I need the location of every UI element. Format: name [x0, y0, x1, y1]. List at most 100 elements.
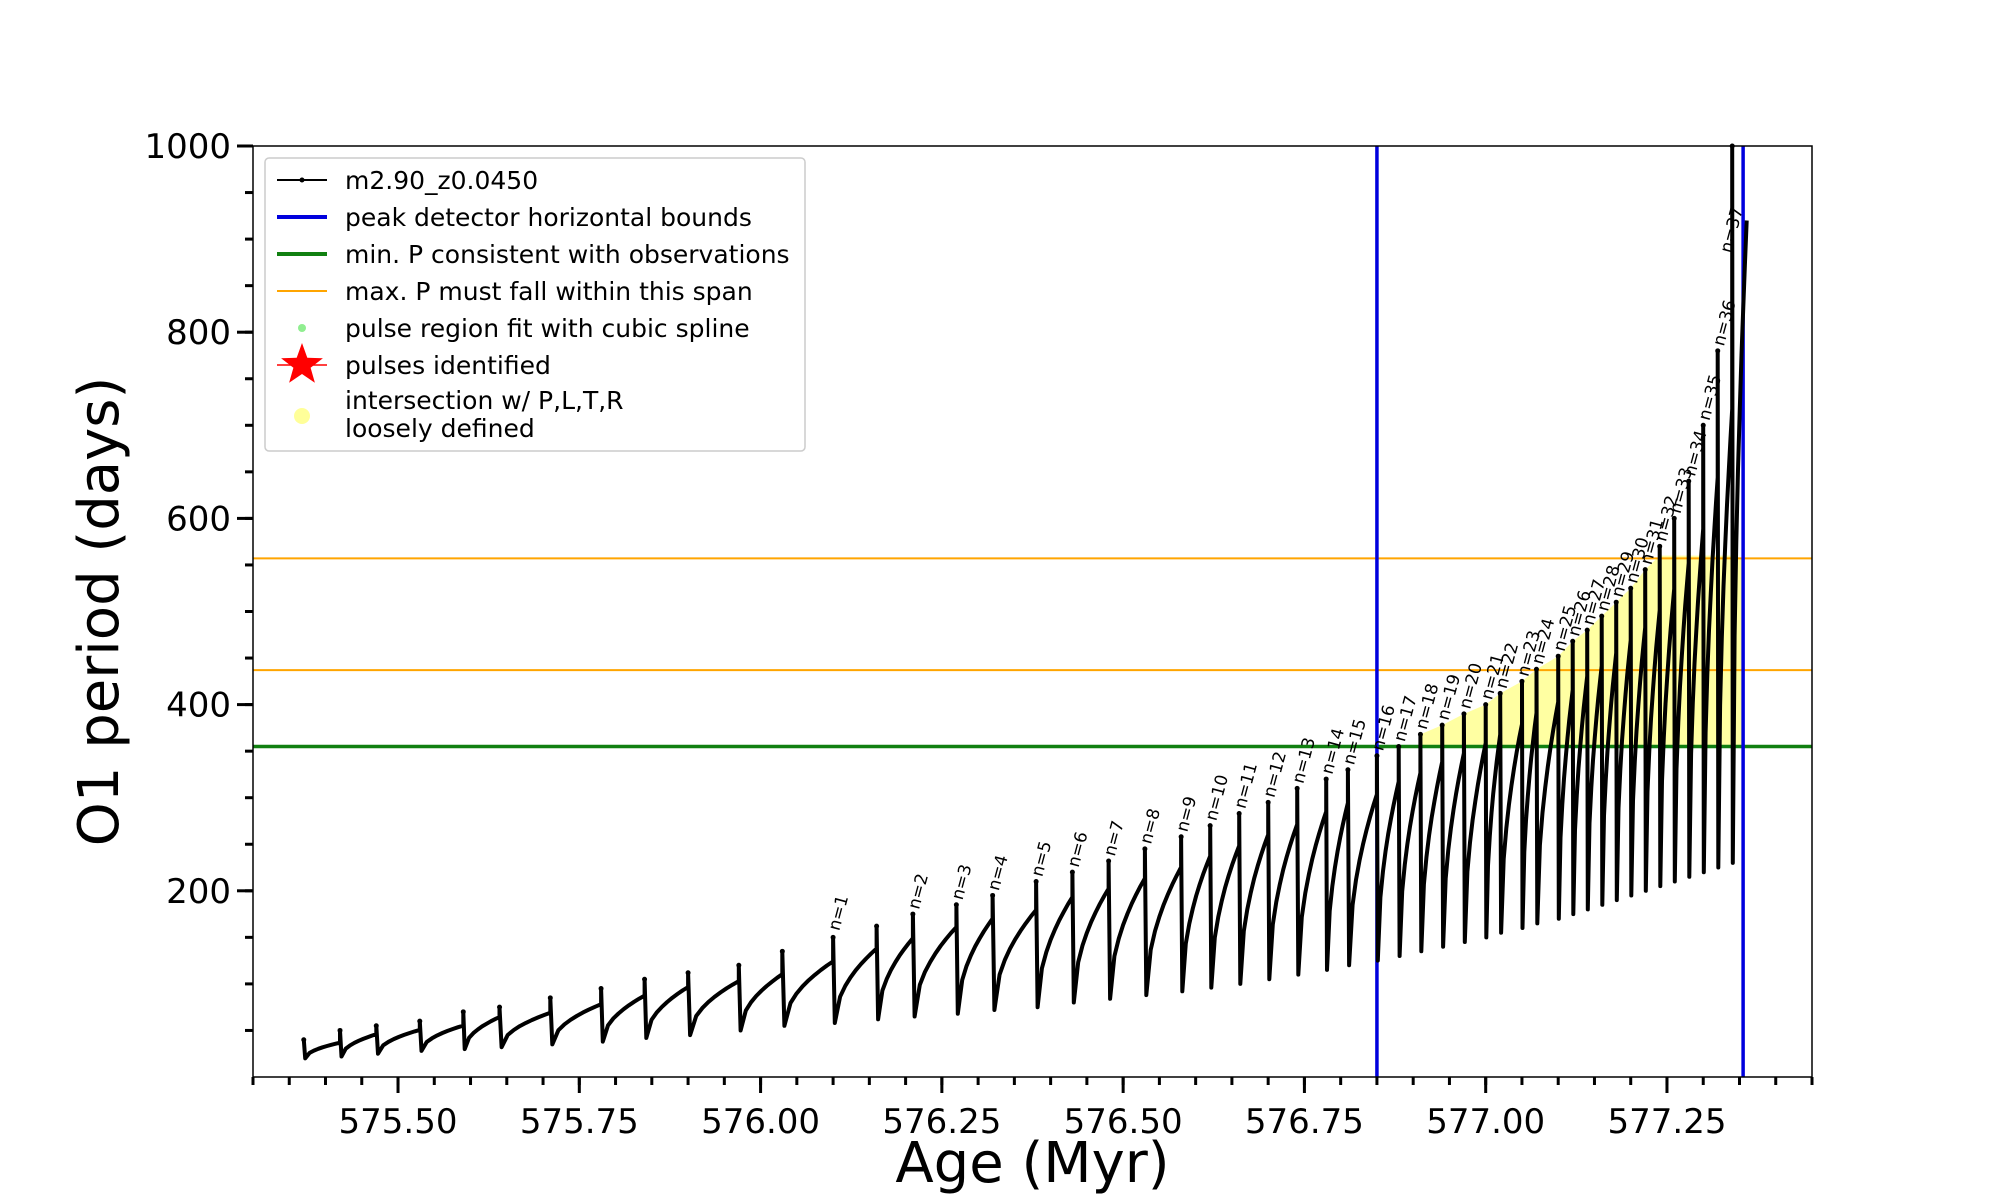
pulse-peak-point [598, 986, 604, 992]
pulse-peak-point [1686, 478, 1692, 484]
pulse-peak-point [1294, 785, 1300, 791]
pulse-peak-point [1533, 666, 1539, 672]
pulse-label: n=13 [1289, 735, 1320, 785]
pulse-peak-point [1106, 858, 1112, 864]
x-tick-label: 577.25 [1607, 1102, 1726, 1142]
y-tick-label: 400 [166, 686, 231, 726]
pulse-peak-point [1715, 348, 1721, 354]
pulse-peak-point [1461, 711, 1467, 717]
pulse-peak-point [1642, 567, 1648, 573]
pulse-peak-point [417, 1018, 423, 1024]
legend-label: pulses identified [345, 351, 551, 380]
pulse-peak-point [830, 934, 836, 940]
legend-label: pulse region fit with cubic spline [345, 314, 750, 343]
pulse-label: n=4 [984, 853, 1013, 893]
pulse-label: n=36 [1709, 298, 1740, 348]
y-tick-label: 1000 [144, 127, 231, 167]
pulse-peak-point [990, 892, 996, 898]
pulse-peak-point [497, 1004, 503, 1010]
pulse-label: n=11 [1231, 761, 1262, 811]
pulse-peak-point [1628, 585, 1634, 591]
x-tick-label: 576.50 [1064, 1102, 1183, 1142]
pulse-peak-point [874, 923, 880, 929]
legend-label: peak detector horizontal bounds [345, 203, 752, 232]
y-tick-label: 800 [166, 313, 231, 353]
pulse-peak-point [1207, 823, 1213, 829]
pulse-label: n=10 [1202, 773, 1233, 823]
pulse-label: n=15 [1339, 717, 1370, 767]
legend-label: min. P consistent with observations [345, 240, 790, 269]
pulse-peak-point [910, 911, 916, 917]
pulse-label: n=8 [1136, 806, 1165, 846]
pulse-labels: n=1n=2 n=3 n=4 n=5 n=6 n=7 n=8 n=9 n=10n=11n=12n… [825, 205, 1748, 933]
series-m2.90_z0.0450 [301, 143, 1749, 1061]
pulse-label: n=35 [1695, 372, 1726, 422]
x-axis-title: Age (Myr) [895, 1131, 1169, 1196]
pulse-peak-point [1613, 599, 1619, 605]
pulse-peak-point [1497, 690, 1503, 696]
pulse-peak-point [1265, 799, 1271, 805]
pulse-peak-point [1396, 743, 1402, 749]
pulse-peak-point [460, 1009, 466, 1015]
pulse-label: n=7 [1100, 819, 1129, 859]
pulse-label: n=1 [825, 893, 854, 933]
series-line [301, 144, 1749, 1061]
pulse-label: n=34 [1680, 428, 1711, 478]
pulse-peak-point [1570, 638, 1576, 644]
x-tick-label: 576.75 [1245, 1102, 1364, 1142]
y-tick-label: 600 [166, 499, 231, 539]
pulse-label: n=3 [948, 862, 977, 902]
pulse-peak-point [1671, 515, 1677, 521]
legend-label: intersection w/ P,L,T,R [345, 386, 624, 415]
pulse-peak-point [685, 970, 691, 976]
pulse-label: n=5 [1028, 839, 1057, 879]
axes: 575.50 575.75 576.00 576.25 576.50 576.75 577.… [67, 127, 1814, 1196]
star-icon [281, 343, 323, 383]
pulse-peak-point [1345, 767, 1351, 773]
pulse-peak-point [1700, 422, 1706, 428]
pulse-peak-point [1069, 869, 1075, 875]
legend-handle-dot [294, 408, 310, 424]
pulse-peak-point [1584, 627, 1590, 633]
legend-label: loosely defined [345, 414, 535, 443]
x-tick-label: 575.50 [339, 1102, 458, 1142]
pulse-peak-point [736, 962, 742, 968]
pulse-peak-point [301, 1037, 307, 1043]
legend-handle-dot [298, 324, 306, 332]
legend-label: m2.90_z0.0450 [345, 166, 538, 195]
pulse-peak-point [1483, 702, 1489, 708]
pulse-peak-point [1439, 722, 1445, 728]
pulse-label: n=6 [1064, 830, 1093, 870]
pulse-peak-point [1555, 653, 1561, 659]
pulse-peak-point [1178, 834, 1184, 840]
pulse-peak-point [1323, 776, 1329, 782]
pulse-peak-point [642, 976, 648, 982]
pulse-peak-point [1033, 878, 1039, 884]
x-tick-label: 576.25 [882, 1102, 1001, 1142]
pulse-peak-point [779, 948, 785, 954]
pulse-label: n=2 [904, 872, 933, 912]
y-tick-label: 200 [166, 872, 231, 912]
pulse-peak-point [1599, 613, 1605, 619]
x-tick-label: 575.75 [520, 1102, 639, 1142]
legend-label: max. P must fall within this span [345, 277, 753, 306]
pulse-peak-point [1374, 753, 1380, 759]
pulse-peak-point [547, 995, 553, 1001]
pulse-peak-point [1236, 811, 1242, 817]
pulse-label: n=9 [1173, 794, 1202, 834]
pulse-peak-point [373, 1023, 379, 1029]
pulse-peak-point [1519, 678, 1525, 684]
y-axis-title: O1 period (days) [67, 377, 132, 847]
x-tick-label: 576.00 [701, 1102, 820, 1142]
pulse-label: n=12 [1260, 749, 1291, 799]
legend-handle-marker [299, 177, 305, 183]
pulse-peak-point [953, 902, 959, 908]
pulse-peak-point [1142, 846, 1148, 852]
pulse-peak-point [1657, 543, 1663, 549]
legend-box [264, 157, 806, 452]
x-tick-label: 577.00 [1426, 1102, 1545, 1142]
pulse-peak-point [1417, 731, 1423, 737]
pulse-peak-point [337, 1027, 343, 1033]
